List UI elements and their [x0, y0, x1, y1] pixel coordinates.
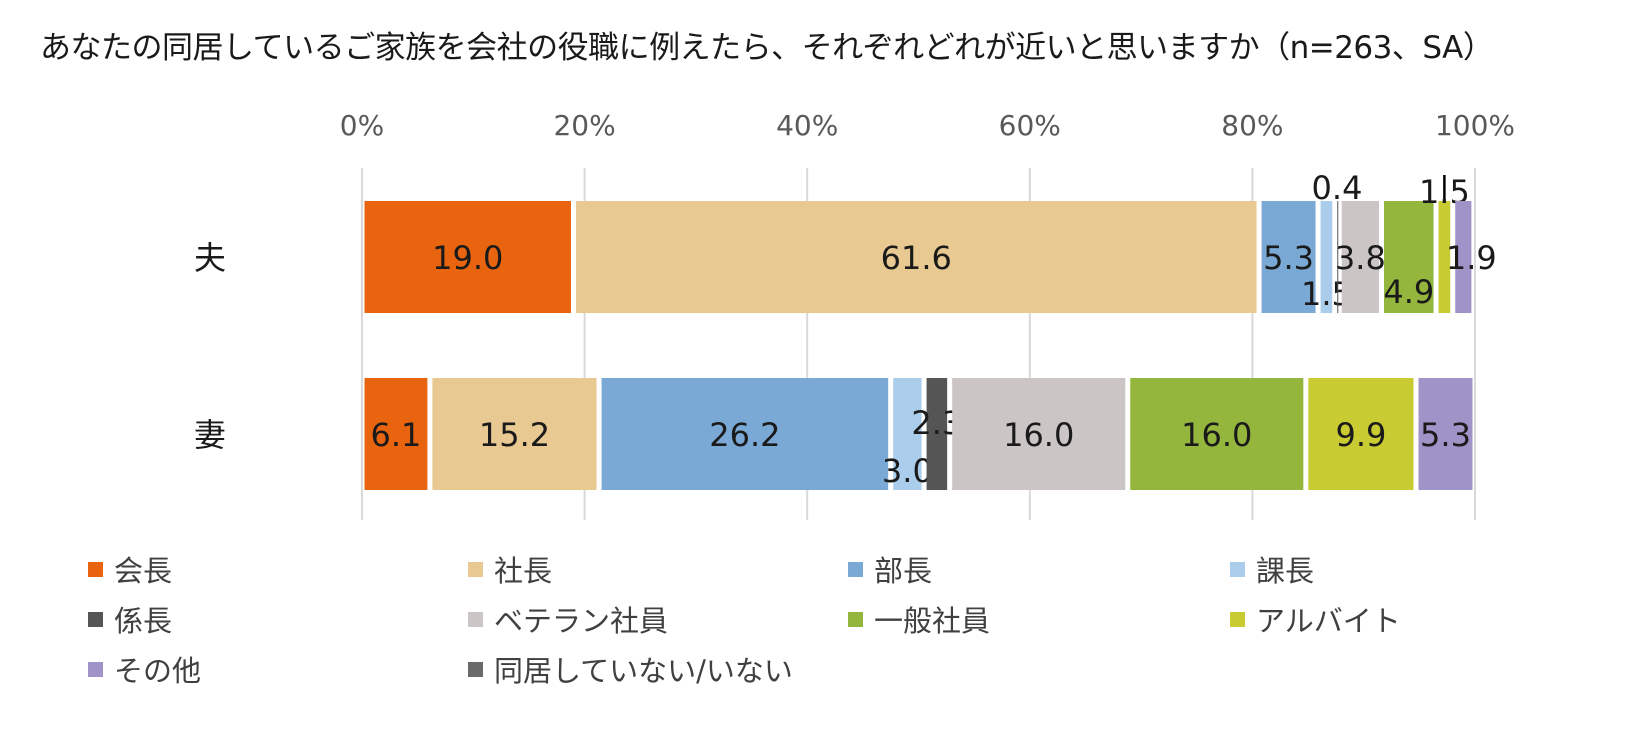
- legend-swatch: [848, 612, 863, 627]
- data-label: 0.4: [1312, 169, 1363, 207]
- data-label: 61.6: [881, 239, 952, 277]
- legend-label: 係長: [114, 604, 172, 638]
- x-tick-label: 20%: [553, 109, 615, 142]
- legend-swatch: [88, 662, 103, 677]
- bar-segment: [1384, 201, 1434, 313]
- data-label: 16.0: [1003, 416, 1074, 454]
- data-label: 16.0: [1181, 416, 1252, 454]
- data-label: 19.0: [432, 239, 503, 277]
- data-label: 9.9: [1335, 416, 1386, 454]
- bar-segment: [1130, 378, 1304, 490]
- x-tick-label: 40%: [776, 109, 838, 142]
- chart-title: あなたの同居しているご家族を会社の役職に例えたら、それぞれどれが近いと思いますか…: [40, 30, 1494, 66]
- legend-label: 一般社員: [874, 604, 990, 638]
- bar-segment: [952, 378, 1126, 490]
- data-label: 4.9: [1383, 273, 1434, 311]
- data-label: 1.9: [1446, 239, 1497, 277]
- data-label: 3.8: [1335, 239, 1386, 277]
- bar-segment: [364, 378, 428, 490]
- bar-segment: [926, 378, 948, 490]
- legend-label: アルバイト: [1256, 604, 1401, 638]
- legend-label: 社長: [494, 554, 552, 588]
- bar-segment: [601, 378, 889, 490]
- legend-swatch: [1230, 612, 1245, 627]
- bar-segment: [1337, 201, 1339, 313]
- legend-swatch: [1230, 562, 1245, 577]
- legend-label: 会長: [114, 554, 172, 588]
- bar-segment: [1320, 201, 1333, 313]
- bar-segment: [575, 201, 1257, 313]
- data-label: 3.0: [882, 452, 933, 490]
- x-tick-label: 0%: [340, 109, 384, 142]
- legend-label: 部長: [874, 554, 932, 588]
- bar-segment: [1261, 201, 1316, 313]
- bar-segment: [364, 201, 571, 313]
- bar-segment: [1438, 201, 1451, 313]
- bar-segment: [893, 378, 922, 490]
- data-label: 6.1: [371, 416, 422, 454]
- category-label: 妻: [194, 416, 226, 454]
- bar-segment: [1455, 201, 1472, 313]
- legend-label: 課長: [1256, 554, 1314, 588]
- legend-swatch: [468, 662, 483, 677]
- bar-segment: [1308, 378, 1414, 490]
- legend-swatch: [88, 562, 103, 577]
- bar-segment: [1418, 378, 1473, 490]
- legend-label: 同居していない/いない: [494, 654, 793, 688]
- x-tick-label: 80%: [1221, 109, 1283, 142]
- data-label: 5.3: [1263, 239, 1314, 277]
- x-tick-label: 60%: [999, 109, 1061, 142]
- data-label: 5.3: [1420, 416, 1471, 454]
- category-label: 夫: [194, 239, 226, 277]
- bar-segment: [1341, 201, 1380, 313]
- x-tick-label: 100%: [1435, 109, 1515, 142]
- data-label: 15.2: [479, 416, 550, 454]
- legend-swatch: [468, 562, 483, 577]
- data-label: 26.2: [709, 416, 780, 454]
- legend-swatch: [468, 612, 483, 627]
- bar-segment: [432, 378, 597, 490]
- legend-label: その他: [114, 654, 201, 688]
- legend-swatch: [88, 612, 103, 627]
- legend-label: ベテラン社員: [494, 604, 668, 638]
- legend-swatch: [848, 562, 863, 577]
